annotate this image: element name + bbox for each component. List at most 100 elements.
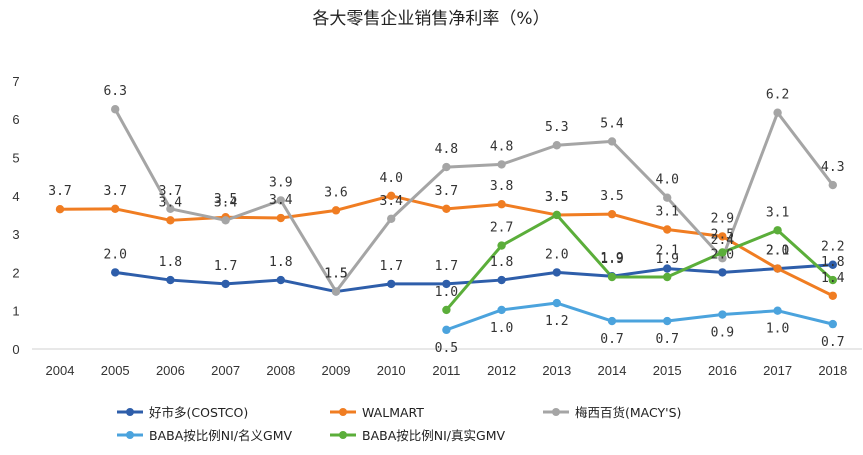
data-point: [166, 216, 175, 225]
data-point: [331, 287, 341, 296]
data-label: 2.5: [711, 227, 734, 242]
data-label: 3.1: [655, 205, 678, 220]
data-label: 2.7: [490, 221, 513, 236]
data-label: 3.1: [766, 205, 789, 220]
data-label: 4.3: [821, 160, 844, 175]
data-point: [552, 268, 561, 277]
y-tick-label: 2: [12, 265, 19, 280]
data-point: [221, 279, 230, 289]
data-label: 1.4: [821, 271, 845, 286]
data-point: [663, 272, 672, 282]
data-label: 4.8: [490, 139, 513, 154]
data-point: [552, 210, 561, 220]
data-label: 6.3: [103, 84, 126, 99]
data-label: 3.5: [545, 190, 568, 205]
series-points: [55, 105, 837, 335]
data-point: [442, 204, 451, 214]
data-label: 4.0: [655, 173, 678, 188]
data-point: [663, 225, 672, 234]
data-label: 0.7: [655, 332, 678, 347]
data-point: [773, 264, 782, 273]
chart-title: 各大零售企业销售净利率（%）: [312, 9, 549, 29]
data-label: 3.6: [324, 185, 347, 200]
data-point: [387, 214, 396, 223]
legend-label: 梅西百货(MACY'S): [575, 405, 681, 420]
data-point: [607, 209, 617, 219]
data-point: [773, 306, 782, 315]
legend-label: WALMART: [362, 405, 424, 420]
data-label: 2.0: [711, 247, 734, 262]
x-tick-label: 2018: [818, 363, 847, 378]
data-point: [276, 196, 285, 205]
x-tick-label: 2014: [598, 363, 627, 378]
data-point: [607, 272, 617, 282]
data-point: [718, 310, 727, 319]
data-point: [773, 108, 782, 117]
data-point: [111, 105, 120, 114]
data-point: [387, 279, 396, 289]
y-axis: 0 1 2 3 4 5 6 7: [12, 74, 19, 357]
data-label: 2.0: [766, 244, 789, 259]
data-point: [276, 275, 285, 285]
data-label: 1.9: [600, 252, 623, 267]
data-point: [497, 241, 506, 250]
data-label: 4.0: [379, 171, 402, 186]
x-tick-label: 2011: [432, 363, 460, 378]
data-label: 1.9: [655, 252, 678, 267]
data-label: 6.2: [766, 88, 789, 103]
data-label: 3.4: [159, 195, 183, 210]
legend-label: BABA按比例NI/名义GMV: [149, 428, 292, 443]
y-tick-label: 1: [12, 304, 19, 319]
data-point: [276, 213, 285, 223]
data-point: [773, 226, 782, 235]
legend-swatch-marker: [552, 408, 560, 416]
y-tick-label: 0: [12, 342, 19, 357]
data-label: 3.5: [545, 190, 568, 205]
data-label: 1.8: [490, 255, 513, 270]
data-point: [663, 193, 672, 202]
data-label: 2.1: [655, 244, 678, 259]
x-tick-label: 2015: [653, 363, 682, 378]
data-label: 1.0: [435, 285, 458, 300]
legend-swatch-marker: [126, 408, 134, 416]
series-line: [113, 107, 835, 294]
data-label: 2.1: [766, 244, 789, 259]
data-label: 3.5: [600, 189, 623, 204]
data-label: 5.3: [545, 120, 568, 135]
data-point: [331, 206, 341, 215]
data-label: 0.7: [821, 335, 844, 350]
data-label: 3.7: [48, 184, 71, 199]
data-point: [663, 264, 672, 273]
data-label: 1.9: [600, 251, 623, 266]
x-tick-label: 2009: [322, 363, 351, 378]
x-tick-label: 2013: [542, 363, 571, 378]
data-point: [718, 254, 727, 263]
data-point: [828, 260, 837, 269]
data-label: 1.0: [766, 322, 789, 337]
legend-swatch-marker: [339, 431, 347, 439]
x-tick-label: 2012: [487, 363, 516, 378]
data-label: 1.8: [159, 255, 182, 270]
data-label: 1.8: [269, 255, 292, 270]
data-point: [718, 248, 727, 257]
x-tick-label: 2008: [266, 363, 295, 378]
data-point: [828, 319, 837, 329]
data-label: 3.7: [435, 184, 458, 199]
data-labels: 2.01.8 1.7 1.81.51.7 1.7 1.82.0 1.92.1 2.0 2.1 2…: [48, 84, 844, 356]
data-label: 2.9: [711, 211, 734, 226]
data-point: [552, 141, 561, 150]
series-line: [113, 263, 835, 294]
data-point: [111, 204, 120, 214]
y-tick-label: 6: [12, 112, 19, 127]
x-tick-label: 2016: [708, 363, 737, 378]
data-label: 0.5: [435, 341, 458, 356]
legend-swatch-marker: [339, 408, 347, 416]
data-point: [663, 316, 672, 326]
x-tick-label: 2007: [211, 363, 240, 378]
data-label: 3.7: [103, 184, 126, 199]
data-point: [166, 275, 175, 285]
data-point: [497, 275, 506, 285]
data-label: 1.7: [435, 259, 458, 274]
data-label: 2.0: [103, 247, 126, 262]
